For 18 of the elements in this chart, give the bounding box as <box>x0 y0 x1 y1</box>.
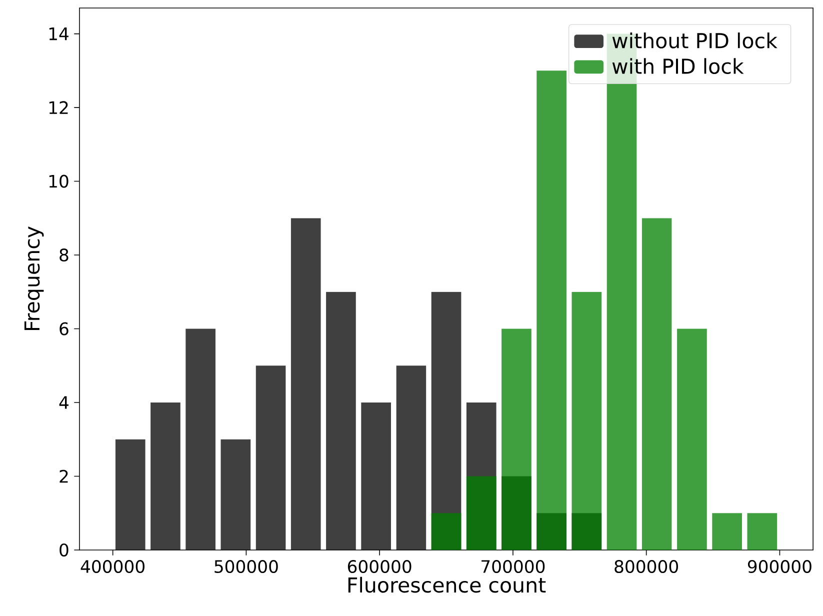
x-axis-title: Fluorescence count <box>348 576 546 593</box>
x-tick-label: 500000 <box>214 560 278 574</box>
x-tick-label: 900000 <box>748 560 812 574</box>
y-axis-title: Frequency <box>24 226 44 330</box>
y-tick-label: 4 <box>59 396 68 409</box>
y-tick-label: 14 <box>49 28 68 40</box>
x-tick-label: 400000 <box>80 560 144 574</box>
y-tick-label: 2 <box>60 470 68 483</box>
x-tick-label: 700000 <box>482 560 545 574</box>
y-tick-label: 8 <box>60 248 68 262</box>
y-tick-label: 0 <box>60 543 68 556</box>
x-tick-label: 800000 <box>614 560 678 574</box>
y-tick-label: 12 <box>49 101 68 114</box>
y-tick-label: 6 <box>60 322 68 336</box>
legend-label: without PID lock <box>612 32 778 48</box>
y-tick-label: 10 <box>49 174 68 188</box>
x-tick-label: 600000 <box>348 560 412 574</box>
legend-label: with PID lock <box>612 58 744 74</box>
